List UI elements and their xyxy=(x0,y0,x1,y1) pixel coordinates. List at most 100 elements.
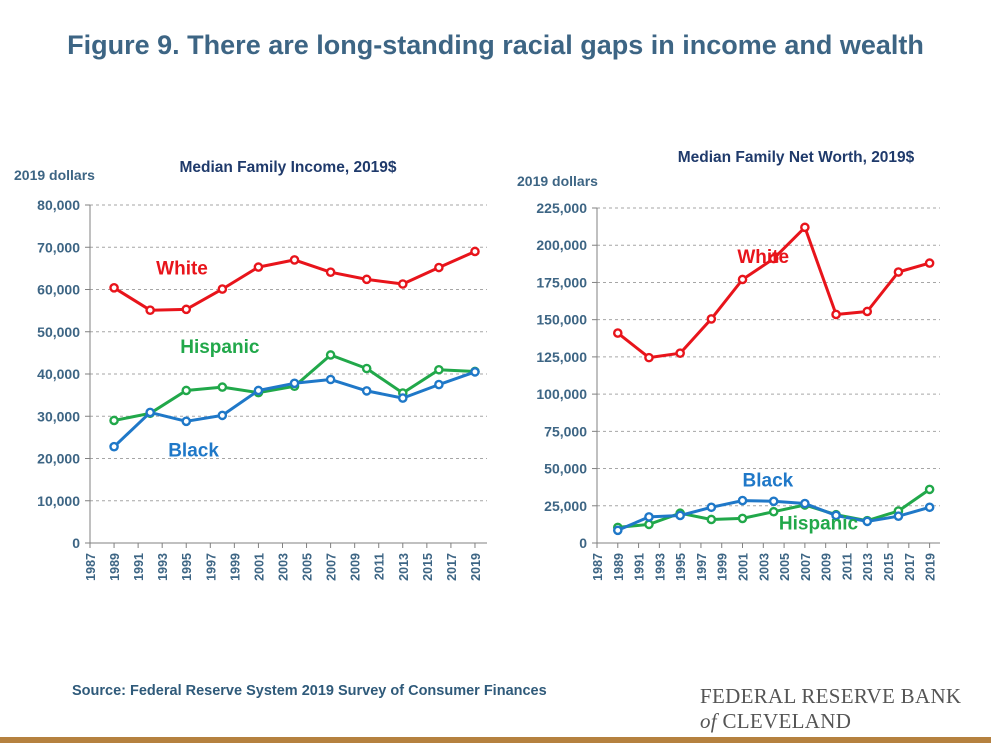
chart2-xtick-label: 1995 xyxy=(674,553,688,581)
chart1-xtick-label: 2017 xyxy=(445,553,459,581)
chart1-xtick-label: 1995 xyxy=(180,553,194,581)
chart2-ytick-label: 100,000 xyxy=(536,386,587,402)
chart1-ytick-label: 80,000 xyxy=(37,197,80,213)
chart1-ytick-label: 70,000 xyxy=(37,239,80,255)
chart2-label-black: Black xyxy=(743,470,794,491)
chart1-point-hispanic xyxy=(109,415,119,426)
chart1-ytick-label: 20,000 xyxy=(37,451,80,467)
chart2-point-black xyxy=(800,498,810,509)
chart2-point-hispanic xyxy=(706,514,717,525)
chart1-point-black xyxy=(361,386,372,396)
chart1-xtick-label: 2009 xyxy=(349,553,363,581)
chart2-xtick-label: 1987 xyxy=(591,553,605,581)
chart2-xtick-label: 1989 xyxy=(612,553,626,581)
chart2-point-black xyxy=(612,525,623,536)
chart1-label-black: Black xyxy=(168,440,219,461)
chart1-point-hispanic xyxy=(361,363,372,374)
chart1-point-black xyxy=(434,379,444,390)
chart2-ytick-label: 0 xyxy=(579,535,587,551)
bottom-accent-bar xyxy=(0,737,991,743)
chart1-point-hispanic xyxy=(325,350,336,360)
chart1-xtick-label: 2019 xyxy=(469,553,483,581)
chart1-point-black xyxy=(145,407,155,418)
chart2-point-black xyxy=(831,510,841,521)
chart2-xtick-label: 2015 xyxy=(882,553,896,581)
chart1-xtick-label: 2011 xyxy=(373,553,387,580)
chart1-xtick-label: 2013 xyxy=(397,553,411,581)
chart2-point-black xyxy=(706,502,717,513)
chart2-ytick-label: 225,000 xyxy=(536,200,587,216)
chart2-point-white xyxy=(862,306,873,317)
chart1-xtick-label: 1991 xyxy=(132,553,146,581)
chart1-ytick-label: 30,000 xyxy=(37,408,80,424)
chart2-point-white xyxy=(893,267,904,277)
chart2-xtick-label: 1999 xyxy=(716,553,730,581)
chart1-ytick-label: 0 xyxy=(72,535,80,551)
chart2-point-white xyxy=(644,352,654,363)
chart1-ylabel: 2019 dollars xyxy=(14,167,95,183)
chart2-point-hispanic xyxy=(644,519,654,530)
chart1-point-white xyxy=(109,283,119,293)
chart2-ytick-label: 25,000 xyxy=(544,498,587,514)
chart1-point-black xyxy=(289,378,300,389)
chart2-title: Median Family Net Worth, 2019$ xyxy=(678,149,915,166)
chart2-point-white xyxy=(612,328,623,338)
chart1-point-white xyxy=(253,262,264,272)
chart2-xtick-label: 2013 xyxy=(861,553,875,581)
chart2-point-black xyxy=(675,510,685,521)
chart1-xtick-label: 2003 xyxy=(276,553,290,581)
chart1-xtick-label: 2007 xyxy=(325,553,339,581)
chart1-ytick-label: 40,000 xyxy=(37,366,80,382)
chart2-ytick-label: 50,000 xyxy=(544,461,587,477)
chart2-ytick-label: 175,000 xyxy=(536,274,587,290)
chart2-point-black xyxy=(862,516,873,527)
chart1-point-white xyxy=(434,262,444,273)
chart1-xtick-label: 2001 xyxy=(252,553,266,581)
chart2-ytick-label: 150,000 xyxy=(536,312,587,328)
chart1-xtick-label: 2005 xyxy=(301,553,315,581)
chart2-point-black xyxy=(737,495,748,506)
chart1-label-hispanic: Hispanic xyxy=(180,337,260,358)
chart1-point-white xyxy=(217,284,228,294)
chart1-point-white xyxy=(181,304,192,315)
chart2-xtick-label: 2005 xyxy=(778,553,792,581)
logo-of: of xyxy=(700,709,717,733)
chart2-xtick-label: 2009 xyxy=(820,553,834,581)
chart1-ytick-label: 10,000 xyxy=(37,493,80,509)
logo-line-1: FEDERAL RESERVE BANK xyxy=(700,684,962,708)
chart1-point-black xyxy=(217,410,228,421)
chart2-ytick-label: 200,000 xyxy=(536,237,587,253)
chart2-xtick-label: 2019 xyxy=(924,553,938,581)
chart2-xtick-label: 2001 xyxy=(737,553,751,581)
chart1-point-white xyxy=(325,267,336,277)
chart1-xtick-label: 1989 xyxy=(108,553,122,581)
chart1-point-black xyxy=(325,374,336,385)
logo-line-2: of CLEVELAND xyxy=(700,709,851,734)
chart1-point-black xyxy=(181,416,192,427)
chart2-ytick-label: 75,000 xyxy=(544,423,587,439)
chart2-xtick-label: 1993 xyxy=(653,553,667,581)
chart1-xtick-label: 1999 xyxy=(228,553,242,581)
chart1-point-white xyxy=(145,305,155,316)
chart2-point-black xyxy=(768,496,779,507)
chart1-xtick-label: 1993 xyxy=(156,553,170,581)
chart1-point-black xyxy=(253,385,264,396)
chart1-point-white xyxy=(289,255,300,265)
chart1-xtick-label: 2015 xyxy=(421,553,435,581)
chart2-xtick-label: 2011 xyxy=(840,553,854,580)
chart2-point-white xyxy=(737,274,748,285)
chart1-point-hispanic xyxy=(217,382,228,392)
chart2-xtick-label: 1997 xyxy=(695,553,709,581)
chart2-label-white: White xyxy=(737,247,789,268)
chart1-xtick-label: 1997 xyxy=(204,553,218,581)
chart1-point-white xyxy=(397,279,408,289)
chart1-point-white xyxy=(470,246,480,257)
chart1-label-white: White xyxy=(156,259,208,280)
chart2-point-white xyxy=(768,253,779,264)
chart1-point-white xyxy=(361,274,372,285)
chart1-ytick-label: 60,000 xyxy=(37,282,80,298)
source-note: Source: Federal Reserve System 2019 Surv… xyxy=(72,683,547,699)
chart2-point-white xyxy=(831,309,841,320)
chart2-point-black xyxy=(644,512,654,522)
